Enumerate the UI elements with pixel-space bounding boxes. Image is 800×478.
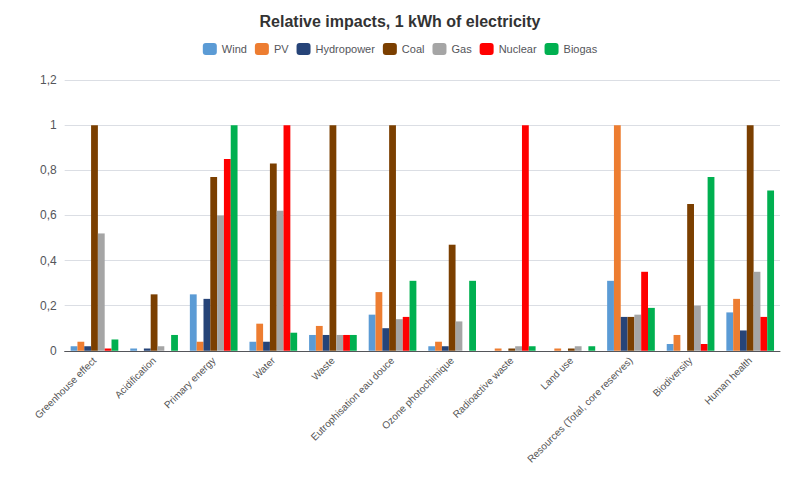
svg-text:Human health: Human health (702, 355, 754, 407)
svg-text:0,6: 0,6 (40, 208, 57, 222)
svg-text:Resources (Total, core reserve: Resources (Total, core reserves) (525, 355, 635, 465)
svg-text:0,4: 0,4 (40, 254, 57, 268)
svg-text:Radioactive waste: Radioactive waste (451, 355, 516, 420)
svg-text:0,8: 0,8 (40, 163, 57, 177)
svg-text:Waste: Waste (309, 355, 337, 383)
svg-text:Biodiversity: Biodiversity (651, 355, 695, 399)
svg-text:Eutrophisation eau douce: Eutrophisation eau douce (309, 355, 397, 443)
svg-text:Wind: Wind (222, 43, 247, 55)
svg-text:1: 1 (50, 118, 57, 132)
svg-text:Gas: Gas (451, 43, 472, 55)
svg-text:Biogas: Biogas (564, 43, 598, 55)
svg-text:Relative impacts, 1 kWh of ele: Relative impacts, 1 kWh of electricity (260, 13, 541, 30)
svg-text:Acidification: Acidification (113, 355, 158, 400)
svg-text:Coal: Coal (402, 43, 425, 55)
svg-text:Land use: Land use (538, 355, 575, 392)
svg-text:Primary energy: Primary energy (162, 355, 218, 411)
svg-text:PV: PV (274, 43, 289, 55)
svg-text:Water: Water (251, 354, 278, 381)
svg-text:0,2: 0,2 (40, 299, 57, 313)
svg-text:1,2: 1,2 (40, 73, 57, 87)
svg-text:Greenhouse effect: Greenhouse effect (33, 355, 99, 421)
svg-text:Hydropower: Hydropower (316, 43, 376, 55)
svg-text:Ozone photochimique: Ozone photochimique (380, 355, 457, 432)
svg-text:0: 0 (50, 344, 57, 358)
svg-text:Nuclear: Nuclear (499, 43, 537, 55)
